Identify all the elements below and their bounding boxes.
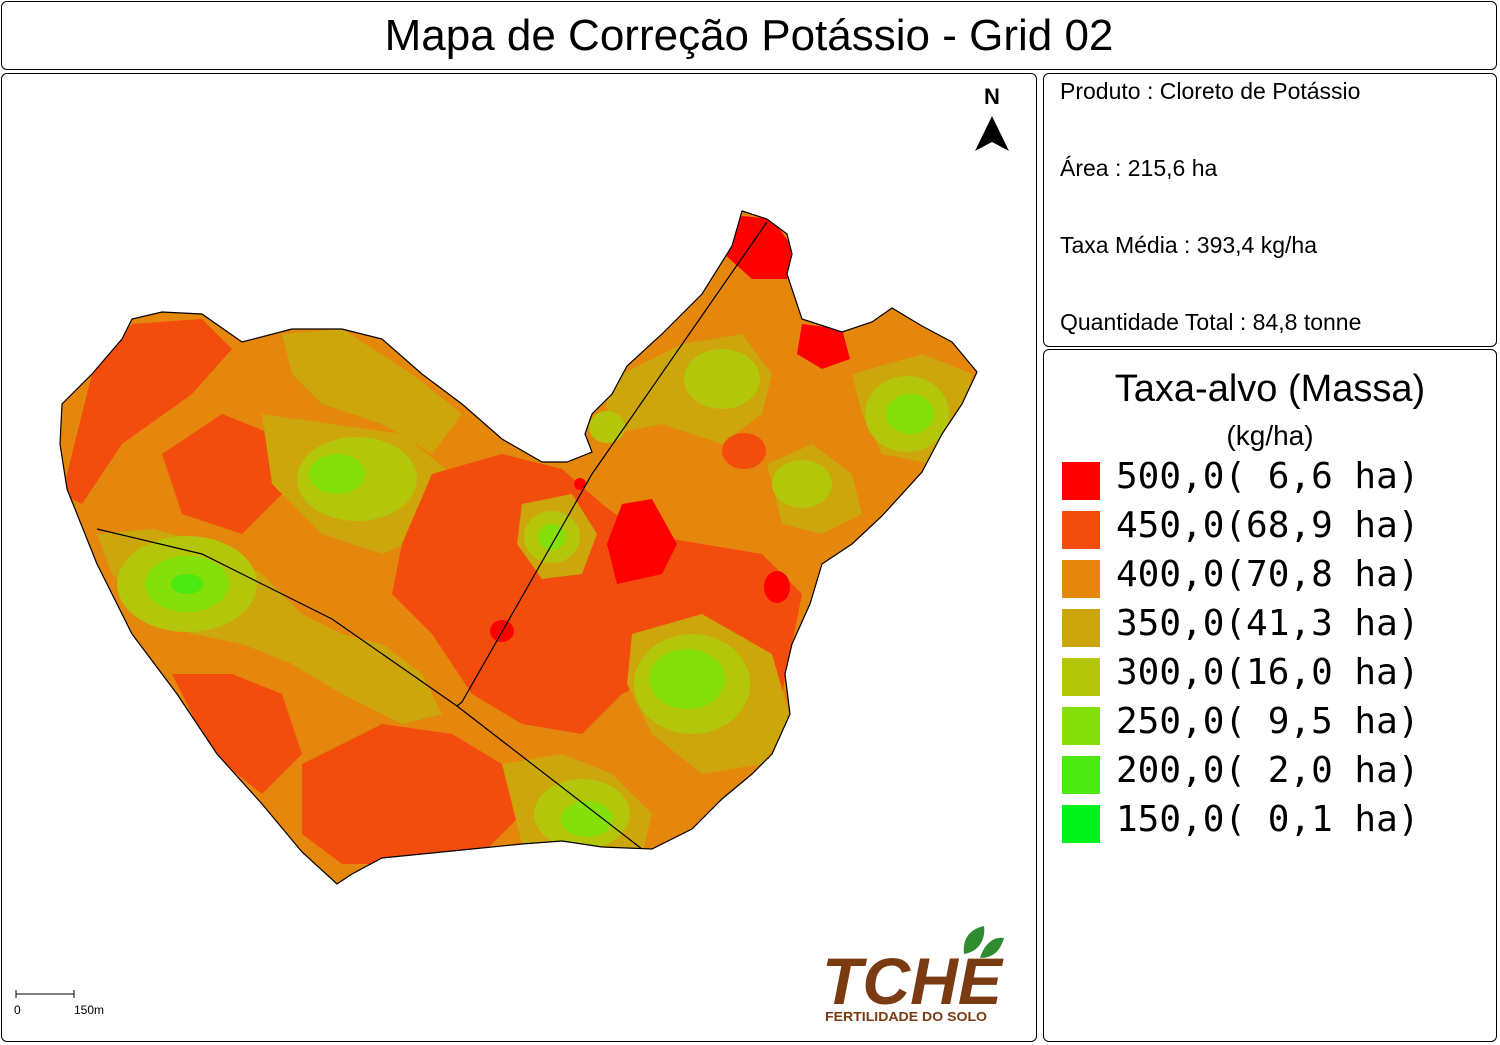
legend-label: 300,0(16,0 ha) <box>1116 652 1420 693</box>
north-arrow-icon <box>975 116 1009 151</box>
leaf-icon-small <box>980 937 1004 958</box>
north-arrow: N <box>975 84 1009 151</box>
legend-swatch <box>1062 560 1100 598</box>
zone-250-south <box>561 801 613 837</box>
zone-500-north-tip <box>722 214 794 279</box>
logo-tagline: FERTILIDADE DO SOLO <box>825 1009 987 1024</box>
legend-swatch <box>1062 462 1100 500</box>
legend-swatch <box>1062 707 1100 745</box>
legend-label: 150,0( 0,1 ha) <box>1116 799 1420 840</box>
scale-bar: 0 150m <box>14 990 104 1017</box>
zone-200-west <box>171 574 203 594</box>
zone-450-nw <box>62 319 232 504</box>
logo-wordmark: TCHE <box>822 944 1004 1018</box>
legend-swatch <box>1062 658 1100 696</box>
zone-250-east <box>886 394 934 434</box>
map-canvas: N 0 150m TCHE FERTILIDADE DO SOLO <box>14 84 1009 1024</box>
info-product: Produto : Cloreto de Potássio <box>1060 78 1361 104</box>
legend-unit: (kg/ha) <box>1226 420 1314 451</box>
zone-500-center <box>607 499 677 584</box>
zone-450-south <box>302 724 522 864</box>
zone-300-east-center <box>772 460 832 508</box>
title-box: Mapa de Correção Potássio - Grid 02 <box>1 1 1497 70</box>
info-total-quantity: Quantidade Total : 84,8 tonne <box>1060 309 1362 335</box>
zone-450-west <box>162 414 282 534</box>
scale-label-start: 0 <box>14 1003 21 1017</box>
legend-label: 450,0(68,9 ha) <box>1116 505 1420 546</box>
legend-label: 200,0( 2,0 ha) <box>1116 750 1420 791</box>
rate-zones <box>60 211 977 884</box>
zone-450-sw <box>172 674 302 794</box>
zone-500-east-spot <box>764 571 790 603</box>
legend-panel: Taxa-alvo (Massa) (kg/ha) 500,0( 6,6 ha)… <box>1043 349 1497 1042</box>
info-average-rate: Taxa Média : 393,4 kg/ha <box>1060 232 1317 258</box>
info-area: Área : 215,6 ha <box>1060 155 1218 181</box>
zone-300-ne-small <box>589 411 625 443</box>
zone-250-mid <box>538 524 566 550</box>
division-line-ne <box>456 221 768 707</box>
legend-swatch <box>1062 756 1100 794</box>
legend-label: 250,0( 9,5 ha) <box>1116 701 1420 742</box>
leaf-icon <box>963 926 985 954</box>
zone-250-se <box>649 649 725 709</box>
division-line-sw <box>96 528 643 850</box>
zone-250-center <box>309 454 365 494</box>
zone-350-north <box>282 329 462 454</box>
field-boundary <box>59 210 978 885</box>
legend-label: 400,0(70,8 ha) <box>1116 554 1420 595</box>
zone-450-ne-spot <box>722 433 766 469</box>
legend-label: 350,0(41,3 ha) <box>1116 603 1420 644</box>
map-title: Mapa de Correção Potássio - Grid 02 <box>384 11 1114 60</box>
zone-500-tiny-spot <box>574 478 586 490</box>
legend-swatch <box>1062 805 1100 843</box>
legend-swatch <box>1062 511 1100 549</box>
scale-label-end: 150m <box>74 1003 104 1017</box>
legend-swatch <box>1062 609 1100 647</box>
logo: TCHE FERTILIDADE DO SOLO <box>822 926 1004 1024</box>
north-label: N <box>984 84 1000 109</box>
legend-title: Taxa-alvo (Massa) <box>1114 368 1426 410</box>
map-frame: N 0 150m TCHE FERTILIDADE DO SOLO <box>1 73 1037 1042</box>
legend-label: 500,0( 6,6 ha) <box>1116 456 1420 497</box>
info-panel: Produto : Cloreto de Potássio Área : 215… <box>1043 73 1497 347</box>
zone-500-ne <box>797 324 850 369</box>
zone-300-ne <box>684 349 760 409</box>
